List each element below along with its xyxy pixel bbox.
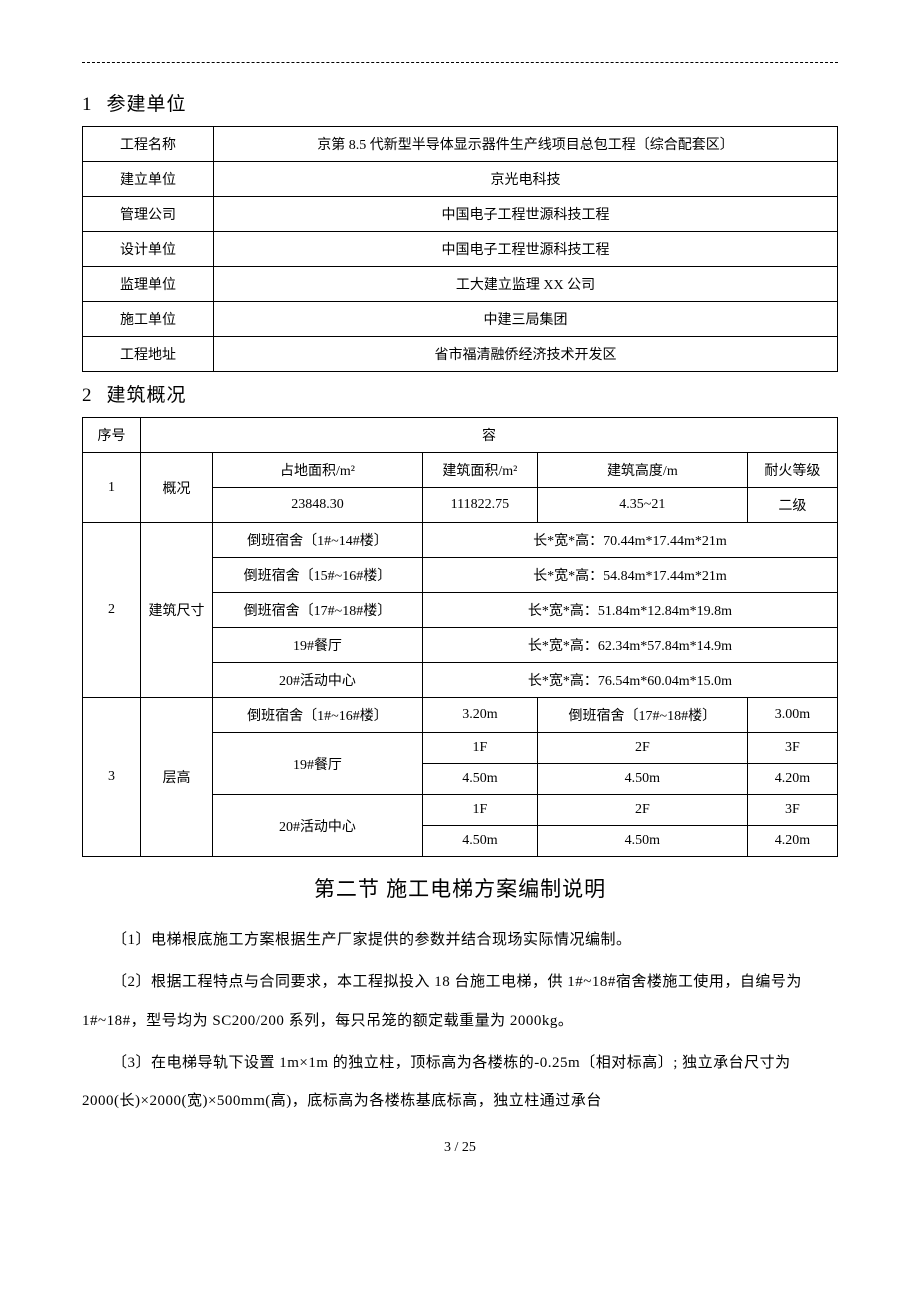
cell: 占地面积/m² [213, 453, 423, 488]
cell: 省市福清融侨经济技术开发区 [214, 337, 838, 372]
paragraph-2: 〔2〕根据工程特点与合同要求，本工程拟投入 18 台施工电梯，供 1#~18#宿… [82, 963, 838, 1040]
cell: 管理公司 [83, 197, 214, 232]
heading-2-text: 建筑概况 [107, 385, 187, 406]
top-rule [82, 62, 838, 63]
cell: 3F [747, 733, 837, 764]
cell: 3.20m [422, 698, 537, 733]
cell: 容 [141, 418, 838, 453]
cell: 工大建立监理 XX 公司 [214, 267, 838, 302]
cell: 4.50m [422, 826, 537, 857]
cell: 1F [422, 795, 537, 826]
building-table: 序号容 1概况占地面积/m²建筑面积/m²建筑高度/m耐火等级 23848.30… [82, 417, 838, 857]
cell: 倒班宿舍〔15#~16#楼〕 [213, 558, 423, 593]
cell: 19#餐厅 [213, 733, 423, 795]
cell: 1F [422, 733, 537, 764]
heading-1: 1参建单位 [82, 89, 838, 116]
paragraph-3: 〔3〕在电梯导轨下设置 1m×1m 的独立柱，顶标高为各楼栋的-0.25m〔相对… [82, 1044, 838, 1121]
cell: 施工单位 [83, 302, 214, 337]
cell: 4.50m [422, 764, 537, 795]
cell: 长*宽*高：62.34m*57.84m*14.9m [422, 628, 837, 663]
cell: 监理单位 [83, 267, 214, 302]
cell: 2 [83, 523, 141, 698]
page-footer: 3 / 25 [82, 1140, 838, 1156]
cell: 长*宽*高：54.84m*17.44m*21m [422, 558, 837, 593]
cell: 中国电子工程世源科技工程 [214, 232, 838, 267]
cell: 长*宽*高：51.84m*12.84m*19.8m [422, 593, 837, 628]
cell: 1 [83, 453, 141, 523]
cell: 2F [537, 795, 747, 826]
cell: 倒班宿舍〔1#~14#楼〕 [213, 523, 423, 558]
paragraph-1: 〔1〕电梯根底施工方案根据生产厂家提供的参数并结合现场实际情况编制。 [82, 921, 838, 959]
cell: 2F [537, 733, 747, 764]
cell: 4.20m [747, 764, 837, 795]
cell: 中建三局集团 [214, 302, 838, 337]
cell: 耐火等级 [747, 453, 837, 488]
cell: 京光电科技 [214, 162, 838, 197]
cell: 京第 8.5 代新型半导体显示器件生产线项目总包工程〔综合配套区〕 [214, 127, 838, 162]
cell: 序号 [83, 418, 141, 453]
cell: 4.50m [537, 764, 747, 795]
cell: 3F [747, 795, 837, 826]
heading-2: 2建筑概况 [82, 380, 838, 407]
cell: 工程地址 [83, 337, 214, 372]
cell: 倒班宿舍〔17#~18#楼〕 [537, 698, 747, 733]
cell: 4.50m [537, 826, 747, 857]
cell: 19#餐厅 [213, 628, 423, 663]
cell: 建筑面积/m² [422, 453, 537, 488]
cell: 设计单位 [83, 232, 214, 267]
cell: 层高 [141, 698, 213, 857]
cell: 建筑尺寸 [141, 523, 213, 698]
cell: 20#活动中心 [213, 795, 423, 857]
cell: 中国电子工程世源科技工程 [214, 197, 838, 232]
cell: 二级 [747, 488, 837, 523]
cell: 倒班宿舍〔17#~18#楼〕 [213, 593, 423, 628]
heading-1-text: 参建单位 [107, 94, 187, 115]
cell: 23848.30 [213, 488, 423, 523]
cell: 倒班宿舍〔1#~16#楼〕 [213, 698, 423, 733]
cell: 111822.75 [422, 488, 537, 523]
cell: 长*宽*高：70.44m*17.44m*21m [422, 523, 837, 558]
section-heading: 第二节 施工电梯方案编制说明 [82, 873, 838, 903]
cell: 3.00m [747, 698, 837, 733]
cell: 20#活动中心 [213, 663, 423, 698]
cell: 4.35~21 [537, 488, 747, 523]
cell: 3 [83, 698, 141, 857]
cell: 建筑高度/m [537, 453, 747, 488]
cell: 概况 [141, 453, 213, 523]
participants-table: 工程名称京第 8.5 代新型半导体显示器件生产线项目总包工程〔综合配套区〕 建立… [82, 126, 838, 372]
cell: 长*宽*高：76.54m*60.04m*15.0m [422, 663, 837, 698]
cell: 4.20m [747, 826, 837, 857]
cell: 工程名称 [83, 127, 214, 162]
cell: 建立单位 [83, 162, 214, 197]
